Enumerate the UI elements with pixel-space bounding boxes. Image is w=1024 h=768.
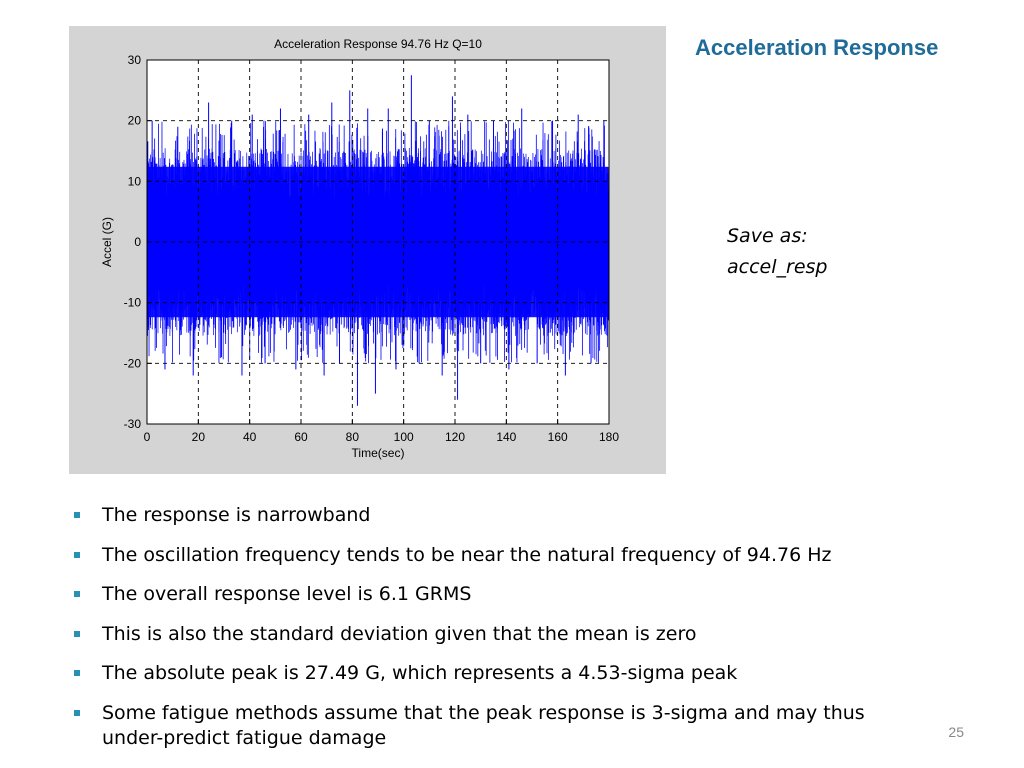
- bullet-item: The overall response level is 6.1 GRMS: [70, 582, 930, 607]
- x-tick-label: 160: [548, 430, 568, 444]
- bullet-item: The absolute peak is 27.49 G, which repr…: [70, 661, 930, 686]
- square-bullet-icon: [74, 670, 80, 676]
- x-tick-label: 20: [192, 430, 206, 444]
- y-tick-label: 20: [128, 114, 142, 128]
- square-bullet-icon: [74, 512, 80, 518]
- bullet-text: The oscillation frequency tends to be ne…: [102, 543, 832, 566]
- bullet-item: Some fatigue methods assume that the pea…: [70, 701, 930, 751]
- bullet-item: The response is narrowband: [70, 503, 930, 528]
- page-number: 25: [948, 724, 964, 740]
- chart-svg: 0 20 40 60 80 100 120 140 160 1803020100-10-20-30…: [69, 26, 666, 474]
- bullet-text: The overall response level is 6.1 GRMS: [102, 583, 472, 605]
- x-tick-label: 40: [243, 430, 257, 444]
- x-tick-label: 60: [294, 430, 308, 444]
- bullet-list: The response is narrowband The oscillati…: [70, 503, 930, 765]
- save-note-filename: accel_resp: [727, 256, 828, 278]
- bullet-item: The oscillation frequency tends to be ne…: [70, 543, 930, 568]
- x-tick-label: 120: [445, 430, 465, 444]
- bullet-text: The response is narrowband: [102, 504, 371, 526]
- y-tick-label: 10: [128, 174, 142, 188]
- square-bullet-icon: [74, 630, 80, 637]
- square-bullet-icon: [74, 551, 80, 558]
- y-tick-label: 0: [134, 235, 141, 249]
- bullet-text: This is also the standard deviation give…: [102, 622, 697, 645]
- y-tick-label: -20: [124, 356, 142, 370]
- x-tick-label: 0: [144, 430, 151, 444]
- y-tick-label: -30: [124, 417, 142, 431]
- y-tick-label: 30: [128, 53, 142, 67]
- square-bullet-icon: [74, 709, 80, 716]
- save-note-label: Save as:: [727, 225, 808, 247]
- x-tick-label: 100: [394, 430, 414, 444]
- acceleration-response-chart: 0 20 40 60 80 100 120 140 160 180 30 20 10 0 -10 -20 -30…: [69, 26, 666, 474]
- x-axis-label: Time(sec): [352, 446, 405, 460]
- chart-title: Acceleration Response 94.76 Hz Q=10: [274, 37, 482, 51]
- square-bullet-icon: [74, 591, 80, 597]
- bullet-text: The absolute peak is 27.49 G, which repr…: [102, 662, 738, 684]
- save-note: Save as: accel_resp: [727, 221, 827, 283]
- bullet-item: This is also the standard deviation give…: [70, 622, 930, 647]
- x-tick-label: 80: [346, 430, 360, 444]
- slide-title: Acceleration Response: [695, 35, 939, 60]
- x-tick-label: 140: [496, 430, 516, 444]
- y-tick-label: -10: [124, 296, 142, 310]
- y-axis-label: Accel (G): [100, 217, 114, 267]
- x-tick-label: 180: [599, 430, 619, 444]
- bullet-text: Some fatigue methods assume that the pea…: [102, 701, 865, 749]
